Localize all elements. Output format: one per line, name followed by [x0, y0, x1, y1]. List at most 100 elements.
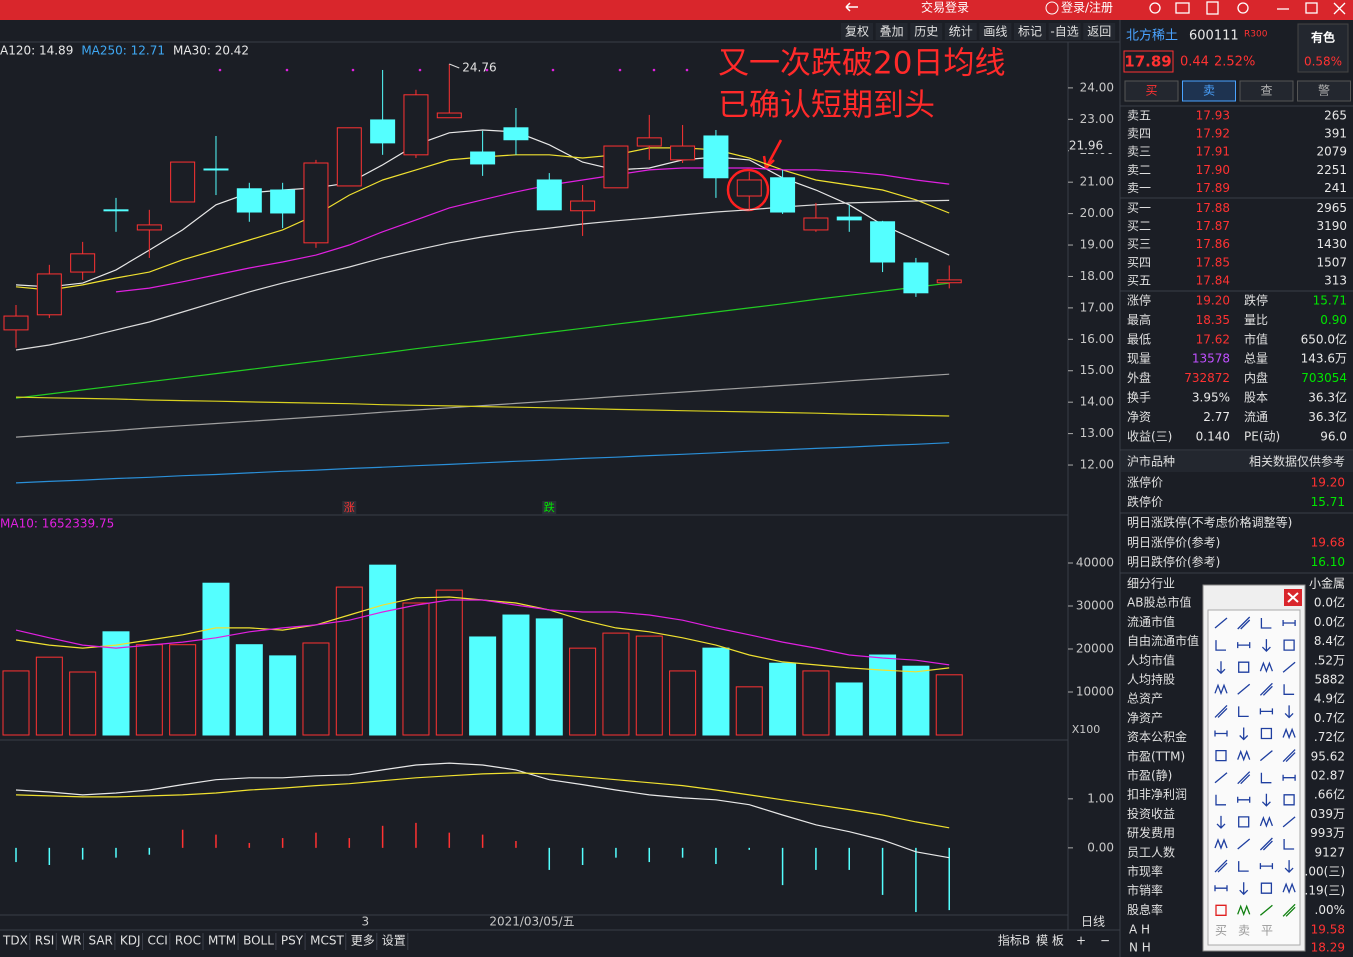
indicator-tab[interactable]: MCST [310, 934, 344, 948]
draw-tool[interactable] [1215, 794, 1226, 806]
draw-tool[interactable] [1237, 796, 1251, 803]
indicator-tab[interactable]: 设置 [382, 934, 406, 948]
toolbar-button[interactable] [1048, 23, 1081, 40]
draw-tool[interactable] [1237, 771, 1251, 785]
draw-tool[interactable] [1259, 661, 1274, 674]
draw-tool[interactable] [1214, 704, 1228, 718]
toolbar-button[interactable] [979, 23, 1012, 40]
toolbar-button[interactable] [875, 23, 908, 40]
draw-tool[interactable] [1283, 639, 1295, 651]
draw-tool[interactable] [1214, 730, 1228, 737]
indicator-tab[interactable]: RSI [35, 934, 55, 948]
draw-tool[interactable] [1214, 838, 1228, 850]
doc-icon[interactable] [1206, 1, 1219, 15]
toolbar-button-label[interactable]: 历史 [914, 25, 938, 39]
indicator-tab[interactable]: MTM [208, 934, 236, 948]
trade-button-label[interactable]: 买 [1145, 84, 1157, 98]
draw-tool[interactable] [1215, 640, 1226, 651]
draw-tool[interactable] [1238, 861, 1249, 872]
draw-tool[interactable] [1259, 837, 1273, 851]
toolbar-button-label[interactable]: 返回 [1087, 25, 1111, 39]
draw-tool[interactable] [1259, 750, 1273, 762]
draw-tool[interactable] [1282, 774, 1296, 781]
trade-button-label[interactable]: 卖 [1203, 84, 1215, 98]
draw-tool[interactable] [1237, 904, 1251, 917]
toolbar-button[interactable] [841, 23, 873, 40]
draw-tool[interactable] [1283, 684, 1295, 695]
trade-button[interactable] [1297, 80, 1351, 102]
toolbar-button-label[interactable]: 标记 [1018, 25, 1042, 39]
tab-control[interactable]: + [1076, 934, 1086, 948]
draw-tool[interactable] [1261, 793, 1271, 807]
toolbar-button-label[interactable]: 叠加 [880, 25, 904, 39]
trade-button-label[interactable]: 查 [1260, 84, 1272, 98]
draw-tool[interactable] [1214, 885, 1228, 892]
toolbox-action[interactable]: 卖 [1238, 924, 1250, 938]
draw-tool[interactable] [1260, 618, 1272, 629]
toolbar-button-label[interactable]: 复权 [845, 25, 869, 39]
indicator-tab[interactable]: PSY [281, 934, 304, 948]
draw-tool[interactable] [1282, 749, 1296, 763]
draw-tool[interactable] [1239, 882, 1249, 896]
maximize[interactable] [1305, 2, 1318, 14]
indicator-tab[interactable]: SAR [89, 934, 113, 948]
draw-tool[interactable] [1238, 706, 1249, 718]
mail-icon[interactable] [1175, 2, 1190, 14]
draw-tool[interactable] [1260, 727, 1273, 740]
back-icon[interactable] [845, 2, 858, 12]
service-icon[interactable] [1149, 2, 1161, 14]
toolbar-button[interactable] [1083, 23, 1116, 40]
indicator-tab[interactable]: 更多 [351, 934, 375, 948]
indicator-tab[interactable]: BOLL [243, 934, 274, 948]
draw-tool[interactable] [1282, 661, 1296, 673]
toolbar-button-label[interactable]: 统计 [949, 25, 973, 39]
draw-tool[interactable] [1284, 705, 1294, 719]
toolbar-button-label[interactable]: 画线 [983, 25, 1007, 39]
draw-tool[interactable] [1214, 683, 1228, 696]
draw-tool[interactable] [1237, 642, 1251, 649]
draw-tool[interactable] [1237, 838, 1251, 850]
draw-tool[interactable] [1216, 815, 1226, 829]
draw-tool[interactable] [1215, 904, 1227, 916]
draw-tool[interactable] [1237, 616, 1251, 630]
trade-button[interactable] [1239, 80, 1294, 102]
trade-button-label[interactable]: 警 [1318, 83, 1330, 98]
draw-tool[interactable] [1259, 904, 1273, 916]
draw-tool[interactable] [1239, 727, 1249, 741]
toolbar-button[interactable] [910, 23, 943, 40]
indicator-tab[interactable]: CCI [148, 934, 168, 948]
draw-tool[interactable] [1216, 661, 1226, 675]
draw-tool[interactable] [1237, 749, 1251, 762]
draw-tool[interactable] [1260, 772, 1272, 784]
draw-tool[interactable] [1282, 882, 1296, 895]
draw-tool[interactable] [1259, 816, 1274, 828]
tab-control[interactable]: 指标B [998, 933, 1030, 948]
tab-control[interactable]: − [1100, 934, 1110, 948]
draw-tool[interactable] [1282, 903, 1296, 917]
toolbar-button[interactable] [944, 23, 977, 40]
draw-tool[interactable] [1237, 683, 1251, 695]
draw-tool[interactable] [1238, 816, 1250, 828]
draw-tool[interactable] [1214, 617, 1228, 629]
draw-tool[interactable] [1282, 816, 1296, 828]
draw-tool[interactable] [1259, 863, 1274, 870]
trade-login[interactable]: 交易登录 [921, 0, 969, 15]
draw-tool[interactable] [1283, 839, 1295, 850]
draw-tool[interactable] [1238, 661, 1250, 673]
draw-tool[interactable] [1214, 859, 1228, 873]
draw-tool[interactable] [1259, 682, 1273, 696]
draw-tool[interactable] [1261, 639, 1271, 653]
login-link[interactable]: 登录/注册 [1061, 0, 1113, 15]
draw-tool[interactable] [1283, 794, 1295, 806]
close[interactable] [1333, 2, 1346, 15]
draw-tool[interactable] [1214, 772, 1228, 784]
draw-tool[interactable] [1282, 620, 1296, 626]
draw-tool[interactable] [1215, 749, 1227, 762]
draw-tool[interactable] [1284, 860, 1294, 874]
trade-button[interactable] [1124, 80, 1179, 102]
trade-button[interactable] [1182, 80, 1236, 102]
indicator-tab[interactable]: TDX [2, 934, 28, 948]
settings-icon[interactable] [1237, 2, 1249, 14]
indicator-tab[interactable]: ROC [175, 934, 201, 948]
tab-control[interactable]: 模 板 [1036, 934, 1064, 948]
